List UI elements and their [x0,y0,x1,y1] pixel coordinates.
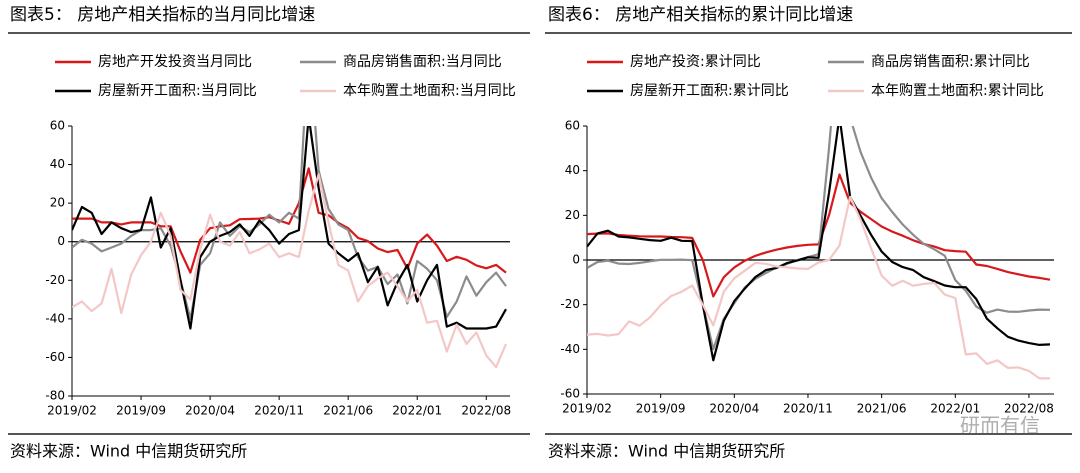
y-tick-label: 40 [565,163,580,177]
series-line [587,195,1050,380]
legend-label: 本年购置土地面积:当月同比 [343,83,516,99]
legend-label: 本年购置土地面积:累计同比 [871,83,1044,99]
y-tick-label: -40 [560,342,580,356]
x-tick-label: 2022/08 [461,404,511,418]
y-tick-label: -40 [45,311,65,325]
x-tick-label: 2021/06 [857,402,907,416]
y-tick-label: 20 [50,196,65,210]
series-line [72,126,507,320]
y-tick-label: 60 [565,119,580,133]
y-tick-label: 0 [572,253,580,267]
x-tick-label: 2019/09 [116,404,166,418]
x-tick-label: 2020/11 [254,404,304,418]
x-tick-label: 2022/01 [392,404,442,418]
chart-title: 图表5： 房地产相关指标的当月同比增速 [10,5,315,25]
series-line [587,126,1051,351]
y-tick-label: -60 [45,350,65,364]
legend-label: 商品房销售面积:当月同比 [343,54,502,70]
series-line [72,126,507,330]
plot-area [587,126,1051,380]
x-tick-label: 2019/02 [47,404,97,418]
legend-label: 房屋新开工面积:累计同比 [630,83,789,99]
y-tick-label: -60 [560,387,580,401]
y-tick-label: 0 [57,234,65,248]
legend-label: 商品房销售面积:累计同比 [871,54,1030,70]
x-tick-label: 2022/08 [1004,402,1054,416]
y-tick-label: -80 [45,389,65,403]
legend-label: 房地产开发投资当月同比 [98,54,252,70]
series-line [72,173,508,369]
x-tick-label: 2022/01 [930,402,980,416]
x-tick-label: 2020/04 [709,402,759,416]
plot-area [72,126,508,369]
y-tick-label: 20 [565,208,580,222]
legend-label: 房地产投资:累计同比 [630,54,761,70]
y-tick-label: 40 [50,157,65,171]
x-tick-label: 2020/04 [185,404,235,418]
x-tick-label: 2019/09 [636,402,686,416]
x-tick-label: 2019/02 [562,402,612,416]
y-tick-label: 60 [50,119,65,133]
x-tick-label: 2021/06 [323,404,373,418]
legend-label: 房屋新开工面积:当月同比 [98,83,257,99]
series-line [72,167,507,274]
chart-title: 图表6： 房地产相关指标的累计同比增速 [548,5,853,25]
series-line [587,126,1051,362]
x-tick-label: 2020/11 [783,402,833,416]
y-tick-label: -20 [560,297,580,311]
y-tick-label: -20 [45,273,65,287]
series-line [587,173,1051,298]
source-note: 资料来源：Wind 中信期货研究所 [548,442,785,461]
source-note: 资料来源：Wind 中信期货研究所 [10,442,247,461]
